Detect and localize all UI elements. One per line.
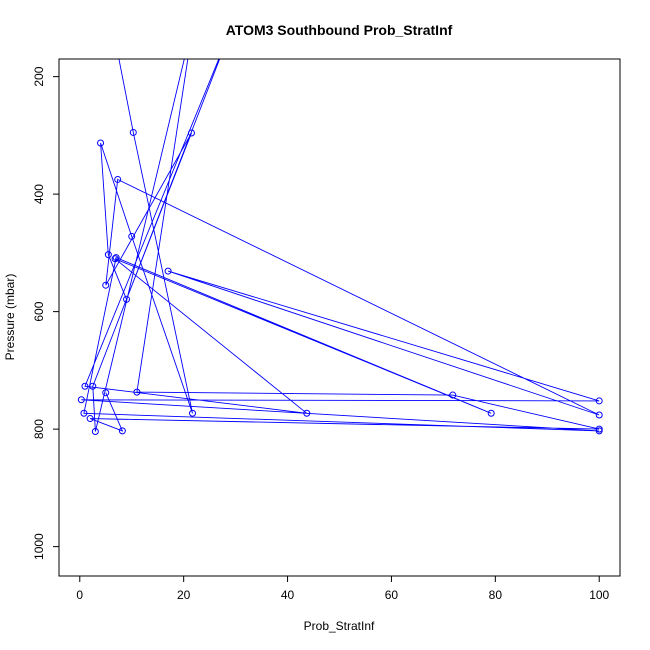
data-point (188, 409, 196, 417)
data-point (118, 427, 126, 435)
y-axis: 200 400 600 800 1000 (32, 66, 60, 560)
y-tick-label: 200 (32, 66, 46, 86)
data-point (89, 382, 97, 390)
series-area (77, 59, 603, 435)
y-axis-label: Pressure (mbar) (3, 274, 17, 361)
data-point (80, 409, 88, 417)
data-point (128, 232, 136, 240)
x-axis: 0 20 40 60 80 100 (76, 575, 610, 602)
data-point (129, 128, 137, 136)
x-tick-label: 40 (281, 588, 295, 602)
data-point (487, 409, 495, 417)
data-point (449, 391, 457, 399)
data-point (81, 382, 89, 390)
data-point (595, 425, 603, 433)
data-point (91, 427, 99, 435)
data-point (97, 139, 105, 147)
data-point (595, 397, 603, 405)
y-tick-label: 600 (32, 301, 46, 321)
data-point (123, 295, 131, 303)
x-tick-label: 20 (177, 588, 191, 602)
y-tick-label: 400 (32, 184, 46, 204)
series-line (81, 59, 600, 432)
y-tick-label: 800 (32, 419, 46, 439)
x-tick-label: 60 (385, 588, 399, 602)
x-tick-label: 80 (489, 588, 503, 602)
data-point (114, 175, 122, 183)
data-point (104, 251, 112, 259)
data-point (102, 389, 110, 397)
data-point (303, 409, 311, 417)
x-axis-label: Prob_StratInf (304, 619, 375, 633)
data-point (111, 255, 119, 263)
data-point (86, 415, 94, 423)
data-point (187, 129, 195, 137)
data-point (102, 281, 110, 289)
plot-frame (58, 58, 621, 577)
y-tick-label: 1000 (32, 533, 46, 560)
data-point (77, 396, 85, 404)
data-point (112, 254, 120, 262)
data-point (595, 411, 603, 419)
x-tick-label: 0 (76, 588, 83, 602)
x-tick-label: 100 (589, 588, 609, 602)
data-point (164, 267, 172, 275)
data-point (133, 388, 141, 396)
chart-title: ATOM3 Southbound Prob_StratInf (226, 22, 453, 38)
